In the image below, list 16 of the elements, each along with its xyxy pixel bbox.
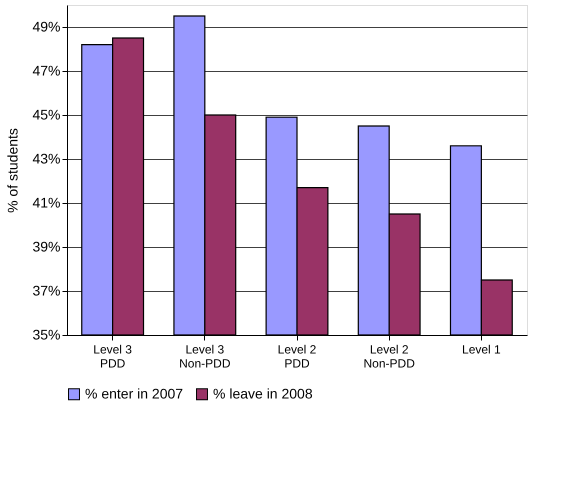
- x-tick-label: Level 2 PDD: [278, 342, 317, 370]
- y-tick-label: 35%: [32, 326, 60, 342]
- y-tick-label: 41%: [32, 194, 60, 210]
- y-tick-label: 37%: [32, 282, 60, 298]
- x-tick-label: Level 1: [462, 342, 502, 356]
- y-tick-label: 39%: [32, 238, 60, 254]
- x-tick-label: Level 3 Non-PDD: [179, 342, 231, 370]
- x-tick-label: Level 3 PDD: [93, 342, 132, 370]
- legend-label: % enter in 2007: [85, 385, 184, 402]
- legend-label: % leave in 2008: [213, 385, 313, 402]
- y-axis-title: % of students: [4, 128, 20, 213]
- y-tick-label: 47%: [32, 62, 60, 78]
- y-tick-label: 43%: [32, 150, 60, 166]
- y-tick-label: 49%: [32, 18, 60, 34]
- x-tick-label: Level 2 Non-PDD: [364, 342, 416, 370]
- y-tick-label: 45%: [32, 106, 60, 122]
